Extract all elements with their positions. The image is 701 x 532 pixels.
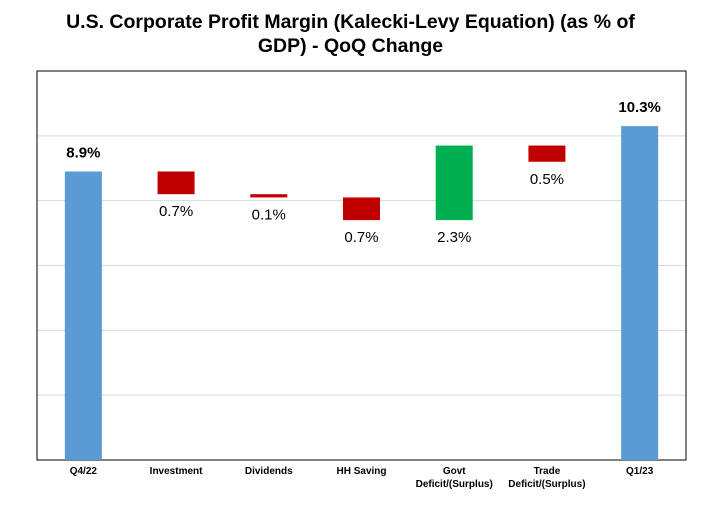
bar-5 [435, 145, 473, 221]
data-label-7: 10.3% [618, 99, 661, 116]
bar-7 [621, 126, 659, 460]
data-label-6: 0.5% [530, 171, 564, 188]
category-label-5-line-2: Deficit/(Surplus) [416, 479, 493, 490]
bar-6 [528, 145, 566, 162]
chart-title-line-1: U.S. Corporate Profit Margin (Kalecki-Le… [66, 11, 635, 33]
category-label-3: Dividends [245, 466, 293, 477]
bar-3 [250, 194, 288, 198]
chart-title-line-2: GDP) - QoQ Change [257, 35, 444, 57]
bar-4 [343, 197, 380, 221]
bar-2 [157, 171, 195, 195]
data-label-4: 0.7% [344, 229, 378, 246]
chart-title: U.S. Corporate Profit Margin (Kalecki-Le… [0, 10, 701, 58]
category-label-6-line-2: Deficit/(Surplus) [508, 479, 585, 490]
data-label-3: 0.1% [252, 206, 286, 223]
plot-area-frame [36, 70, 687, 461]
data-label-5: 2.3% [437, 229, 471, 246]
category-label-2: Investment [150, 466, 203, 477]
category-label-1: Q4/22 [70, 466, 98, 477]
category-label-4: HH Saving [336, 466, 386, 477]
bar-1 [64, 171, 102, 460]
category-label-7: Q1/23 [626, 466, 654, 477]
category-label-6-line-1: Trade [534, 466, 561, 477]
data-label-2: 0.7% [159, 203, 193, 220]
data-label-1: 8.9% [66, 144, 100, 161]
category-label-5-line-1: Govt [443, 466, 466, 477]
